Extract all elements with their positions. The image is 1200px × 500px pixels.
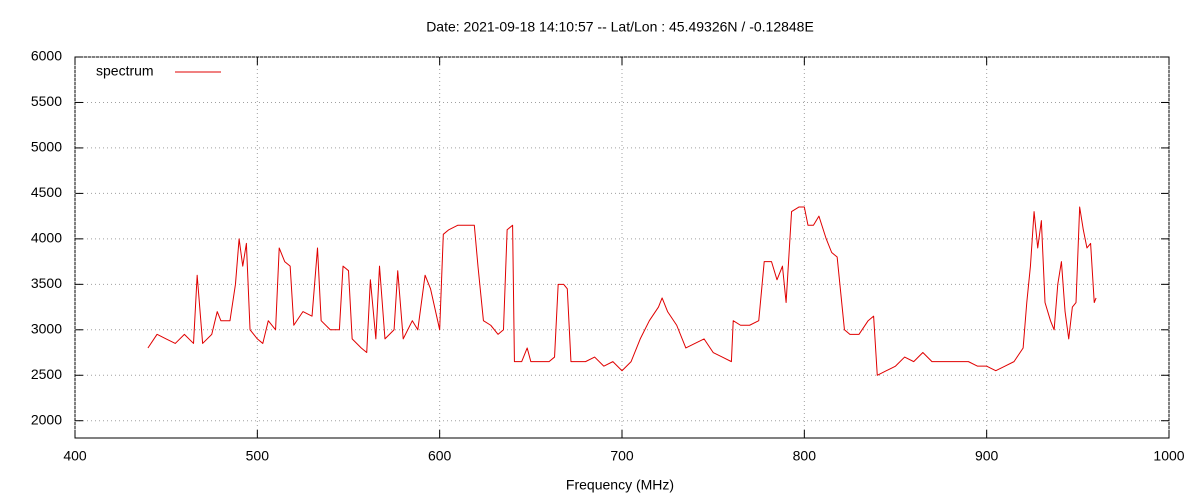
y-tick-label: 5000 <box>31 139 62 155</box>
x-tick-label: 500 <box>246 448 270 464</box>
y-tick-label: 4500 <box>31 184 62 200</box>
x-tick-label: 400 <box>63 448 87 464</box>
x-tick-label: 800 <box>793 448 817 464</box>
x-tick-label: 600 <box>428 448 452 464</box>
y-tick-label: 2000 <box>31 411 62 427</box>
y-tick-label: 2500 <box>31 366 62 382</box>
x-tick-label: 900 <box>975 448 999 464</box>
y-tick-label: 4000 <box>31 230 62 246</box>
chart-title: Date: 2021-09-18 14:10:57 -- Lat/Lon : 4… <box>426 19 814 35</box>
y-tick-label: 3000 <box>31 320 62 336</box>
x-tick-label: 700 <box>610 448 634 464</box>
series-line <box>147 206 1097 376</box>
x-tick-label: 1000 <box>1153 448 1184 464</box>
plot-frame <box>74 56 1170 439</box>
legend-label: spectrum <box>96 63 154 79</box>
y-tick-label: 5500 <box>31 93 62 109</box>
y-tick-label: 6000 <box>31 48 62 64</box>
y-tick-label: 3500 <box>31 275 62 291</box>
x-axis-label: Frequency (MHz) <box>566 477 674 493</box>
